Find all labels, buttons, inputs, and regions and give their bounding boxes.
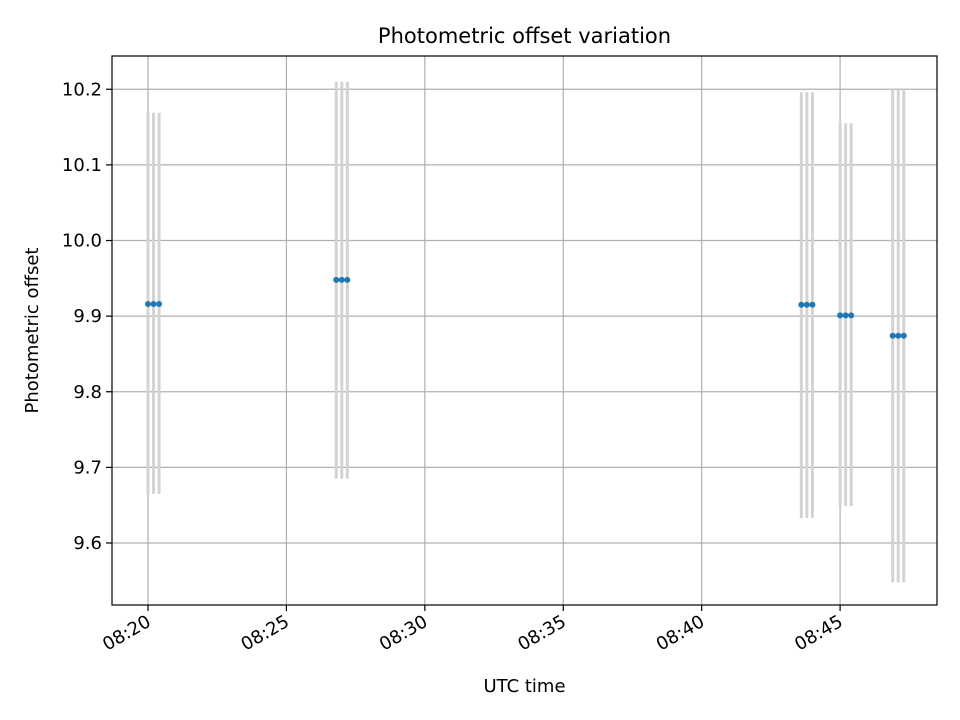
grid xyxy=(112,56,937,605)
data-point xyxy=(848,312,855,319)
y-tick-label: 10.1 xyxy=(62,155,102,176)
data-point xyxy=(803,301,810,308)
data-point xyxy=(895,332,902,339)
y-tick-label: 10.2 xyxy=(62,79,102,100)
data-point xyxy=(900,332,907,339)
data-point xyxy=(338,276,345,283)
data-point xyxy=(144,301,151,308)
chart-title: Photometric offset variation xyxy=(378,24,671,48)
data-point xyxy=(344,276,351,283)
data-point xyxy=(809,301,816,308)
y-axis-title: Photometric offset xyxy=(22,248,43,414)
data-point xyxy=(889,332,896,339)
data-point xyxy=(798,301,805,308)
plot-frame xyxy=(111,55,938,606)
data-point xyxy=(837,312,844,319)
y-tick-label: 9.9 xyxy=(73,306,102,327)
y-tick-label: 9.8 xyxy=(73,382,102,403)
data-point xyxy=(333,276,340,283)
data-point xyxy=(156,301,163,308)
y-tick-label: 9.7 xyxy=(73,457,102,478)
data-point xyxy=(150,301,157,308)
x-axis-title: UTC time xyxy=(483,676,565,697)
data-point xyxy=(842,312,849,319)
y-tick-label: 9.6 xyxy=(73,533,102,554)
y-tick-label: 10.0 xyxy=(62,231,102,252)
y-axis-ticks: 9.6 9.7 9.8 9.9 10.0 10.1 10.2 xyxy=(62,79,112,554)
data-points xyxy=(144,276,907,339)
